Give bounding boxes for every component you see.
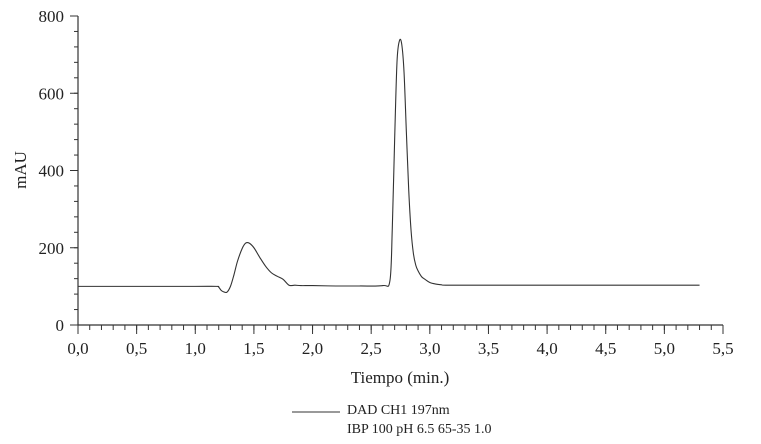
y-axis-title: mAU [11, 151, 30, 189]
y-tick-label: 200 [39, 239, 65, 258]
x-tick-label: 0,0 [67, 339, 88, 358]
y-tick-labels: 0 200 400 600 800 [39, 7, 65, 335]
x-tick-label: 1,0 [185, 339, 206, 358]
legend-label-2: IBP 100 pH 6.5 65-35 1.0 [347, 422, 492, 437]
y-tick-label: 0 [56, 316, 65, 335]
x-tick-label: 2,5 [361, 339, 382, 358]
y-tick-label: 600 [39, 84, 65, 103]
x-tick-label: 4,0 [536, 339, 557, 358]
x-tick-label: 3,0 [419, 339, 440, 358]
x-tick-label: 2,0 [302, 339, 323, 358]
y-tick-label: 400 [39, 162, 65, 181]
x-tick-label: 4,5 [595, 339, 616, 358]
y-tick-label: 800 [39, 7, 65, 26]
x-axis-title: Tiempo (min.) [351, 368, 450, 387]
minor-ticks [74, 15, 724, 330]
x-tick-label: 3,5 [478, 339, 499, 358]
major-ticks [70, 15, 724, 334]
x-tick-labels: 0,0 0,5 1,0 1,5 2,0 2,5 3,0 3,5 4,0 4,5 5,0 5,5 [67, 339, 733, 358]
x-tick-label: 5,0 [654, 339, 675, 358]
x-tick-label: 1,5 [243, 339, 264, 358]
series-line [77, 38, 700, 294]
x-tick-label: 5,5 [712, 339, 733, 358]
x-tick-label: 0,5 [126, 339, 147, 358]
legend: DAD CH1 197nm IBP 100 pH 6.5 65-35 1.0 [292, 403, 492, 437]
legend-label-1: DAD CH1 197nm [347, 403, 450, 418]
